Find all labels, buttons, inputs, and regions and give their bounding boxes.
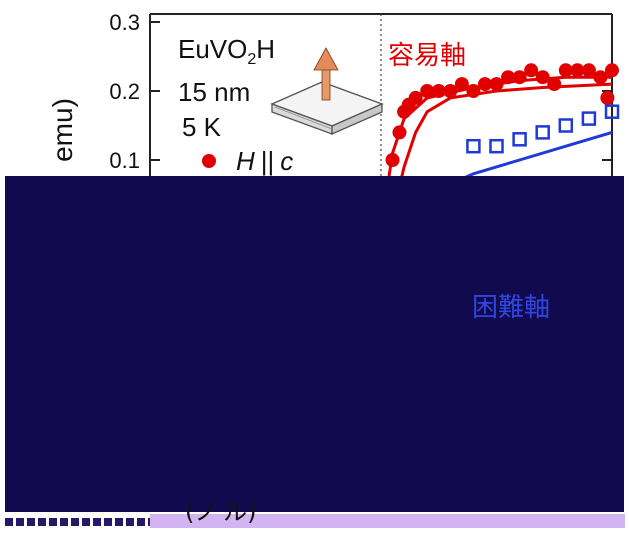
inset-legend: EuVO2H 15 nm 5 K H || c xyxy=(178,34,384,176)
data-point-s0-9 xyxy=(454,77,469,92)
data-point-s0-6 xyxy=(420,84,435,98)
hard-axis-annotation: 困難軸 xyxy=(472,293,551,323)
data-point-s0-10 xyxy=(466,84,481,98)
y-axis-label: emu) xyxy=(47,98,78,162)
data-point-s0-1 xyxy=(385,153,400,167)
data-point-s0-18 xyxy=(605,63,619,78)
bottom-dashed-line xyxy=(5,518,150,526)
data-point-s0-12 xyxy=(512,70,527,85)
fit-curve-1 xyxy=(391,82,613,216)
y-tick-label-0.2: 0.2 xyxy=(109,79,140,104)
data-point-s0-13 xyxy=(535,70,550,85)
data-point-s0-14 xyxy=(558,63,573,78)
legend-marker-red xyxy=(202,154,216,168)
data-point-s0-19 xyxy=(477,77,492,92)
legend-temperature: 5 K xyxy=(182,112,222,142)
y-tick-label-0.1: 0.1 xyxy=(109,148,140,173)
data-point-s0-15 xyxy=(570,63,585,78)
data-point-s1-4 xyxy=(558,118,574,133)
data-point-s1-3 xyxy=(535,125,550,140)
data-point-s0-17 xyxy=(593,70,608,85)
legend-sample: EuVO2H xyxy=(178,34,275,68)
data-point-s0-11 xyxy=(489,77,504,92)
data-point-s1-2 xyxy=(512,132,527,147)
bottom-strip xyxy=(150,514,625,528)
magnetization-arrow-icon xyxy=(313,47,339,101)
data-markers xyxy=(378,63,620,202)
occluded-region xyxy=(5,176,624,514)
data-point-s1-0 xyxy=(466,138,481,154)
data-point-s1-5 xyxy=(581,111,597,126)
data-point-s0-16 xyxy=(581,63,596,78)
data-point-s0-22 xyxy=(547,77,562,92)
film-slab-icon xyxy=(270,81,384,135)
data-point-s0-5 xyxy=(408,90,423,105)
data-point-s0-21 xyxy=(524,63,539,78)
x-axis-label-fragment: (ノ ル) xyxy=(185,498,257,526)
data-point-s0-20 xyxy=(501,70,516,85)
data-point-s1-1 xyxy=(489,138,504,154)
data-point-s0-7 xyxy=(431,84,446,98)
data-point-s0-8 xyxy=(443,84,458,98)
legend-series-label: H || c xyxy=(236,146,293,176)
y-tick-label-0.3: 0.3 xyxy=(109,10,140,35)
easy-axis-annotation: 容易軸 xyxy=(388,41,466,71)
data-point-s1-6 xyxy=(604,104,620,119)
legend-thickness: 15 nm xyxy=(178,77,250,107)
data-point-s0-23 xyxy=(600,90,615,105)
data-point-s0-2 xyxy=(392,125,407,140)
